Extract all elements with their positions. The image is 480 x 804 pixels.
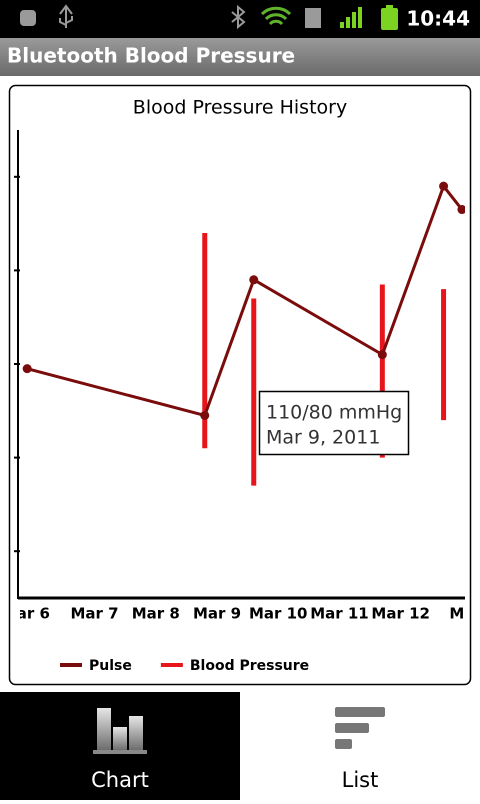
- chart-icon: [97, 708, 111, 750]
- tab[interactable]: List: [240, 692, 480, 800]
- plot-area: [22, 181, 465, 486]
- chart-icon: [129, 716, 143, 750]
- legend: Pulse Blood Pressure: [60, 658, 309, 674]
- pulse-point: [249, 275, 259, 285]
- tab[interactable]: Chart: [0, 692, 240, 800]
- x-tick-label: Mar 8: [132, 605, 180, 623]
- app-bar: [0, 38, 480, 76]
- chart-title: Blood Pressure History: [133, 97, 347, 119]
- x-tick-label: Mar 9: [193, 605, 241, 623]
- pulse-point: [377, 350, 387, 360]
- pulse-point: [22, 364, 32, 374]
- x-tick-labels: ar 6 Mar 7 Mar 8 Mar 9 Mar 10 Mar 11 Mar 12 Ma: [17, 605, 474, 623]
- pulse-point: [457, 205, 465, 215]
- tab-bar: Chart List: [0, 692, 480, 800]
- chart-icon: [93, 750, 147, 754]
- pulse-line: [26, 183, 464, 418]
- tooltip: 110/80 mmHg Mar 9, 2011: [258, 390, 410, 456]
- app-title: Bluetooth Blood Pressure: [7, 44, 295, 68]
- tooltip-text: 110/80 mmHg: [266, 402, 402, 424]
- pulse-point: [200, 410, 210, 420]
- x-tick-label: Ma: [449, 605, 474, 623]
- tooltip-box: [258, 390, 410, 456]
- chart-card: [8, 84, 472, 686]
- status-time: 10:44: [406, 7, 470, 31]
- list-icon: [335, 707, 385, 717]
- tooltip-text: Mar 9, 2011: [266, 427, 380, 449]
- tab-label: List: [342, 768, 379, 792]
- tab-label: Chart: [91, 768, 149, 792]
- x-tick-label: Mar 12: [371, 605, 430, 623]
- x-tick-label: Mar 10: [249, 605, 308, 623]
- x-tick-label: Mar 11: [310, 605, 369, 623]
- legend-label: Pulse: [89, 658, 132, 674]
- list-icon: [335, 723, 369, 733]
- list-icon: [335, 739, 352, 749]
- x-tick-label: ar 6: [17, 605, 50, 623]
- status-icons: [20, 4, 398, 30]
- pulse-point: [439, 181, 449, 191]
- legend-label: Blood Pressure: [190, 658, 309, 674]
- x-tick-label: Mar 7: [70, 605, 118, 623]
- chart-icon: [113, 727, 127, 750]
